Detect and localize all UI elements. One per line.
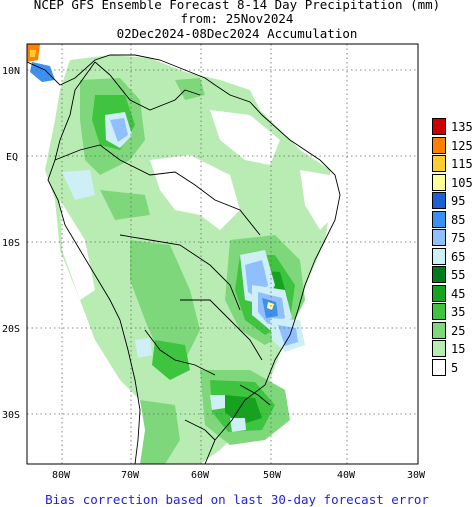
legend-label: 5 (451, 360, 459, 375)
legend-swatch (432, 247, 446, 265)
legend-label: 115 (451, 157, 473, 171)
legend-swatch (432, 173, 446, 191)
legend-swatch (432, 210, 446, 228)
legend-label: 45 (451, 286, 466, 301)
legend-label: 15 (451, 342, 466, 356)
lat-label-eq: EQ (6, 152, 18, 163)
legend-swatch (432, 340, 446, 357)
legend-swatch (432, 229, 446, 246)
legend-swatch (432, 284, 446, 302)
legend-swatch (432, 321, 446, 339)
lon-label-70w: 70W (121, 470, 140, 481)
title-line-2: from: 25Nov2024 (180, 11, 294, 26)
legend-label: 65 (451, 249, 466, 264)
lat-label-30s: 30S (2, 410, 20, 421)
legend-swatch (432, 266, 446, 283)
lon-label-50w: 50W (263, 470, 282, 481)
legend-label: 135 (451, 120, 473, 134)
legend-label: 125 (451, 138, 473, 153)
title-line-3: 02Dec2024-08Dec2024 Accumulation (116, 26, 358, 41)
lon-label-80w: 80W (52, 470, 71, 481)
bias-correction-note: Bias correction based on last 30-day for… (45, 492, 429, 507)
title-line-1: NCEP GFS Ensemble Forecast 8-14 Day Prec… (33, 0, 441, 12)
legend-swatch (432, 155, 446, 172)
legend-swatch (432, 118, 446, 135)
legend-label: 105 (451, 175, 473, 190)
legend-swatch (432, 136, 446, 154)
lon-label-30w: 30W (407, 470, 426, 481)
legend-label: 95 (451, 194, 466, 208)
legend-label: 25 (451, 323, 466, 338)
lat-label-20s: 20S (2, 324, 20, 335)
legend-label: 55 (451, 268, 466, 282)
lat-label-10s: 10S (2, 238, 20, 249)
map-frame (26, 43, 419, 465)
lon-label-60w: 60W (191, 470, 210, 481)
legend-label: 75 (451, 231, 466, 245)
legend-swatch (432, 303, 446, 320)
lon-label-40w: 40W (337, 470, 356, 481)
legend-label: 35 (451, 305, 466, 319)
coastline-and-borders (27, 54, 341, 464)
legend-swatch (432, 192, 446, 209)
legend-label: 85 (451, 212, 466, 227)
legend-swatch (432, 358, 446, 376)
lat-label-10n: 10N (2, 66, 20, 77)
